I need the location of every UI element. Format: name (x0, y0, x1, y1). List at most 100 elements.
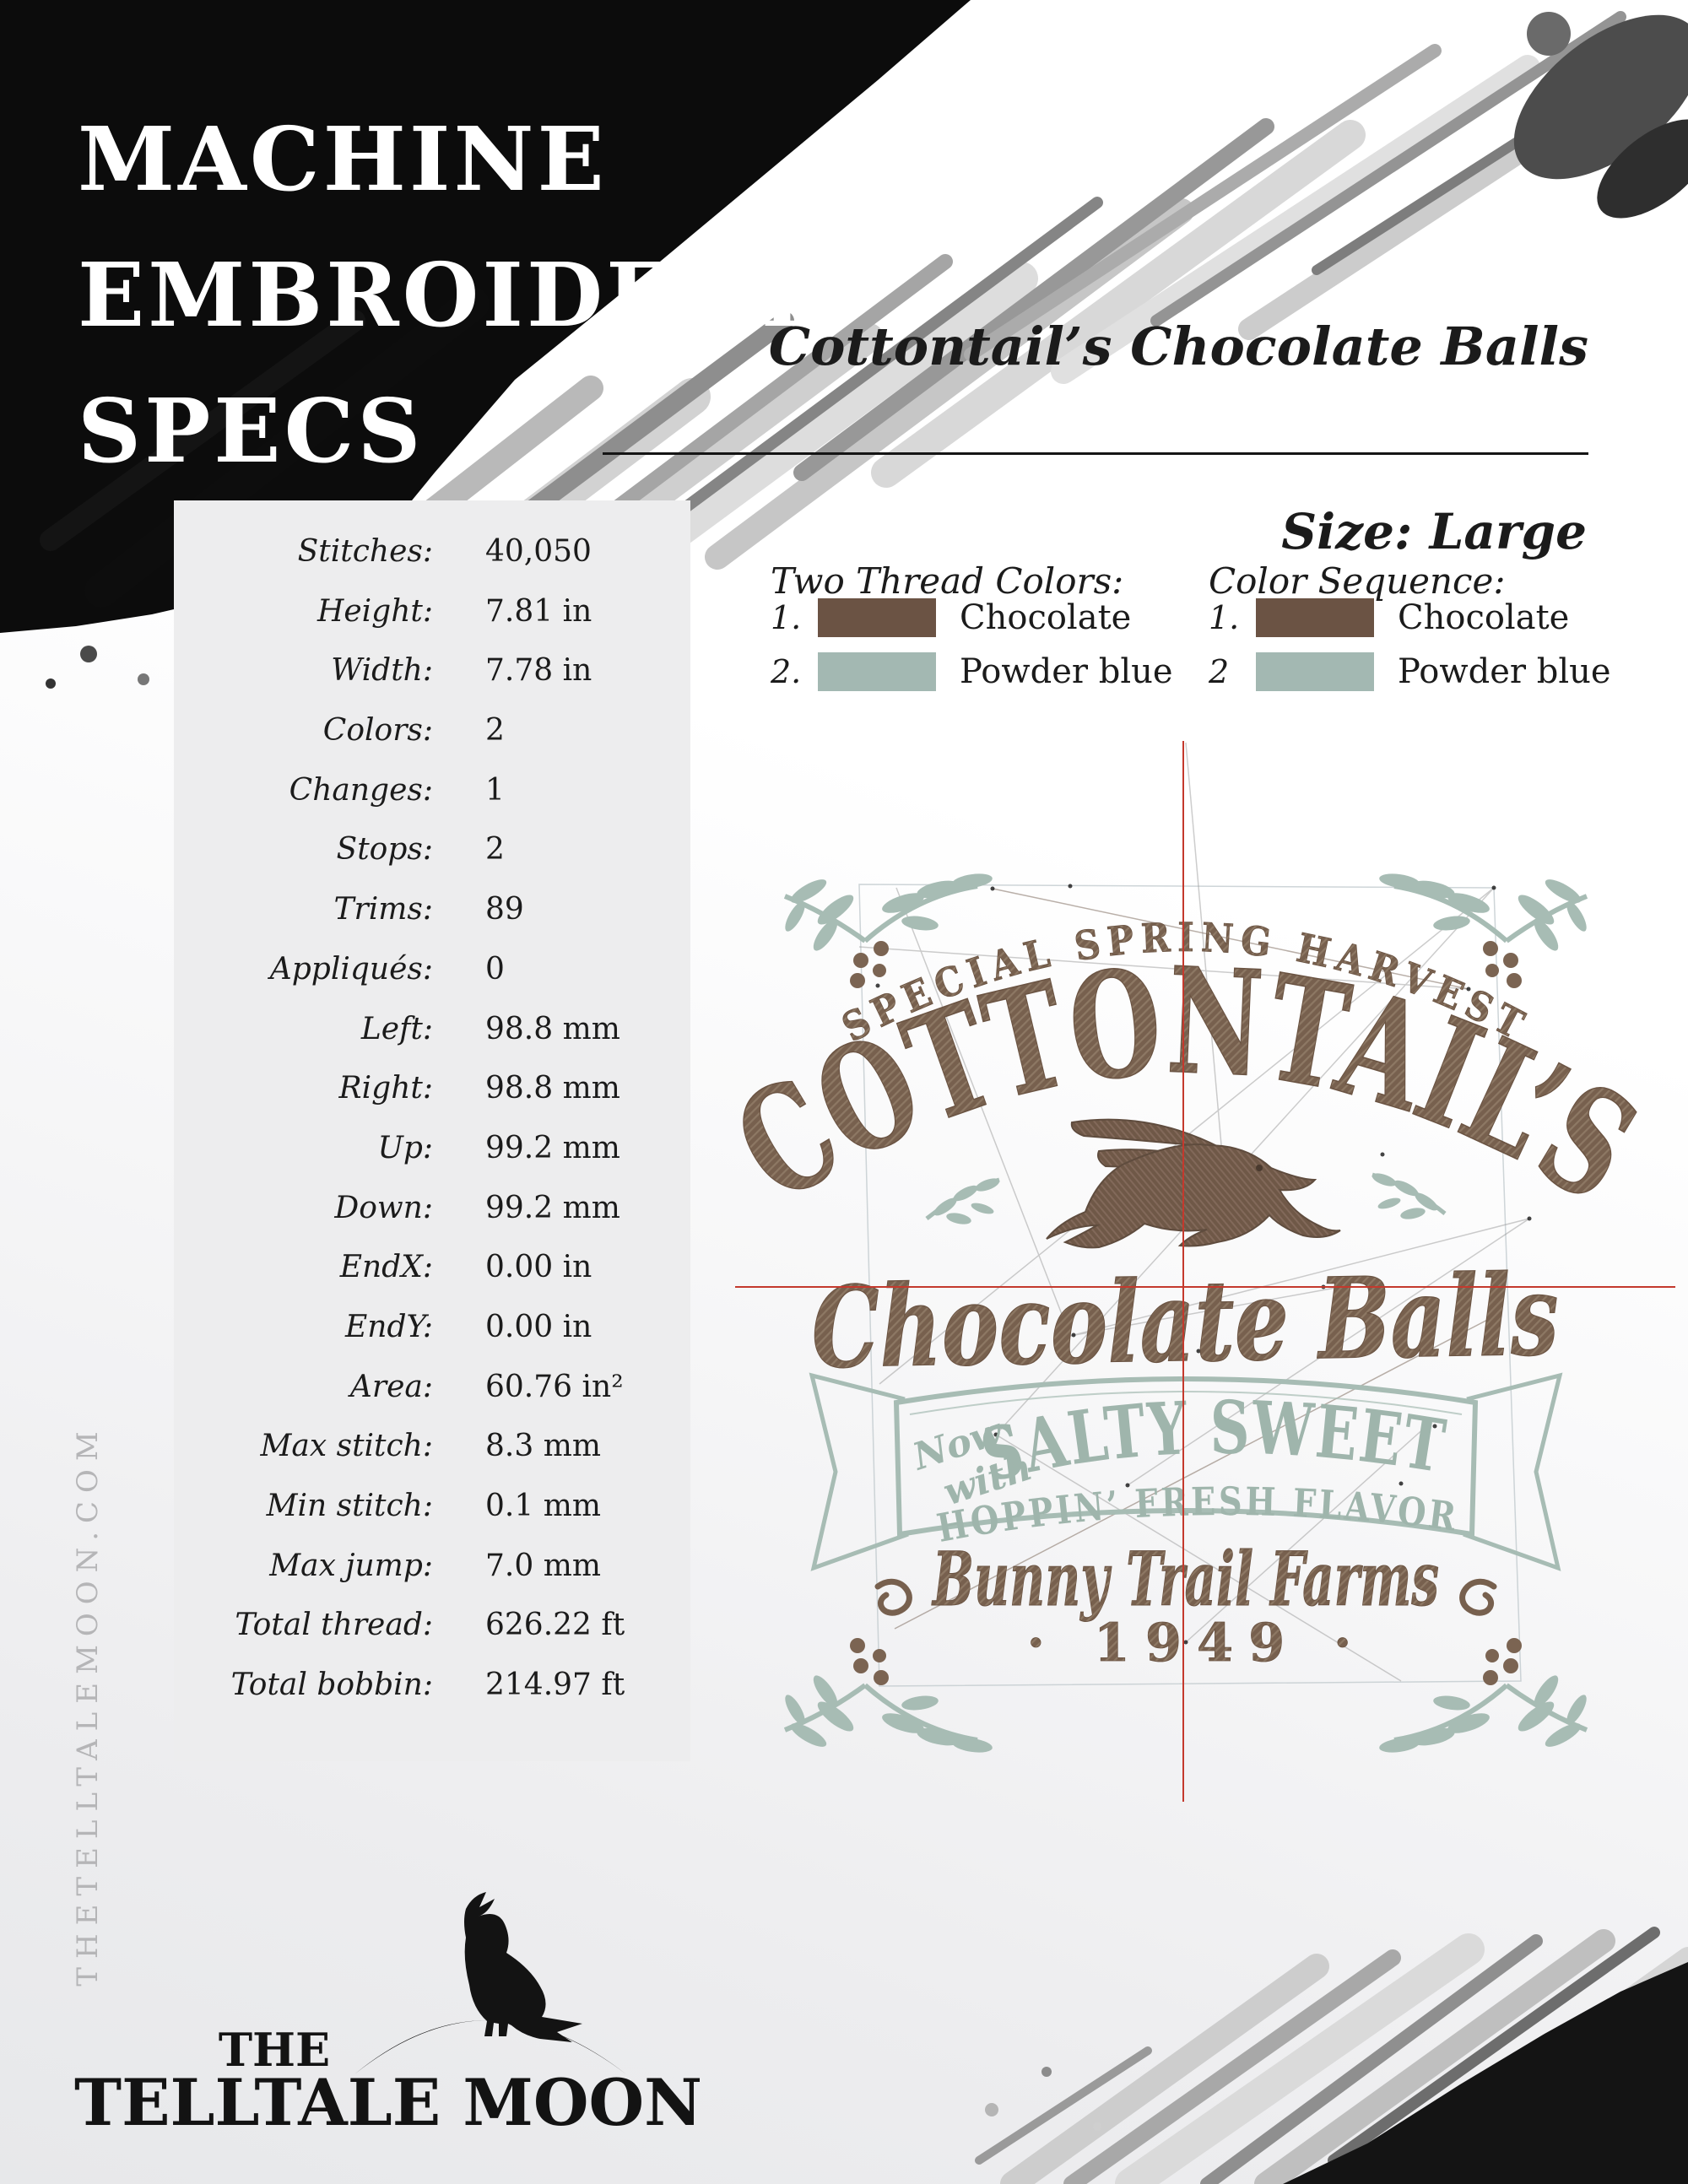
spec-row-total-thread: Total thread: 626.22 ft (174, 1596, 690, 1656)
hoop-crosshair (735, 741, 1675, 1802)
logo-telltale-moon-text: TELLTALE MOON (74, 2065, 702, 2140)
spec-row-max-stitch: Max stitch: 8.3 mm (174, 1417, 690, 1477)
spec-row-height: Height: 7.81 in (174, 582, 690, 642)
footer-specks (985, 2067, 1101, 2131)
banner-tail-right (1463, 1372, 1563, 1571)
brush-stroke-footer-art (975, 1927, 1688, 2184)
spec-label: Left: (360, 1011, 433, 1046)
spec-value: 0.00 in (485, 1250, 592, 1285)
spec-row-total-bobbin: Total bobbin: 214.97 ft (174, 1656, 690, 1716)
spec-label: Changes: (289, 772, 433, 808)
banner-tail-left (809, 1372, 909, 1571)
embroidery-design-preview: SPECIAL SPRING HARVEST COTTONTAIL’S Choc… (717, 741, 1675, 1802)
spec-row-down: Down: 99.2 mm (174, 1179, 690, 1239)
thread-color-number: 2. (771, 653, 802, 690)
page-title: MACHINE EMBROIDERY SPECS (78, 91, 816, 499)
spec-value: 99.2 mm (485, 1190, 620, 1225)
spec-value: 98.8 mm (485, 1011, 620, 1046)
spec-label: Down: (334, 1190, 433, 1225)
thread-color-swatch-chocolate (818, 598, 936, 637)
banner-band (893, 1376, 1479, 1538)
spec-row-width: Width: 7.78 in (174, 641, 690, 701)
spec-value: 7.0 mm (485, 1548, 601, 1583)
spec-value: 0.1 mm (485, 1489, 601, 1523)
spec-label: Stops: (336, 832, 433, 868)
spec-value: 2 (485, 713, 505, 749)
spec-value: 98.8 mm (485, 1071, 620, 1106)
rabbit-icon (1046, 1118, 1341, 1249)
brush-corner-clump (1513, 12, 1688, 219)
design-name: Cottontail’s Chocolate Balls (768, 316, 1588, 377)
spec-value: 214.97 ft (485, 1668, 625, 1703)
spec-label: Total thread: (235, 1608, 433, 1643)
brush-stroke-header-art (0, 0, 1688, 748)
spec-label: Up: (377, 1130, 433, 1165)
sequence-swatch-powder-blue (1256, 652, 1374, 691)
sprig-right-wrap (1371, 1170, 1445, 1221)
spec-row-endx: EndX: 0.00 in (174, 1238, 690, 1298)
spec-row-stops: Stops: 2 (174, 820, 690, 880)
banner-inner-line (909, 1391, 1463, 1415)
specs-panel: Stitches: 40,050 Height: 7.81 in Width: 7.7… (174, 500, 690, 1761)
sequence-number: 2 (1209, 653, 1230, 690)
spec-value: 2 (485, 832, 505, 868)
spec-label: Right: (338, 1071, 433, 1106)
design-farm-line: Bunny Trail Farms (931, 1535, 1439, 1623)
spec-row-min-stitch: Min stitch: 0.1 mm (174, 1477, 690, 1537)
spec-label: Total bobbin: (230, 1668, 433, 1703)
thread-color-swatch-powder-blue (818, 652, 936, 691)
spec-row-trims: Trims: 89 (174, 880, 690, 940)
spec-value: 8.3 mm (485, 1429, 601, 1464)
spec-value: 60.76 in² (485, 1369, 624, 1404)
spec-value: 99.2 mm (485, 1130, 620, 1165)
thread-color-number: 1. (771, 599, 802, 636)
spec-row-stitches: Stitches: 40,050 (174, 522, 690, 582)
sequence-color-name: Chocolate (1398, 598, 1570, 637)
title-divider-line (603, 452, 1588, 455)
laurel-bottom-right-wrap (1378, 1638, 1590, 1754)
spec-value: 0 (485, 951, 505, 987)
rabbit-eye (1256, 1165, 1263, 1171)
color-sequence-heading: Color Sequence: (1209, 560, 1506, 602)
color-sequence-item: 2 Powder blue (1209, 652, 1611, 691)
sequence-number: 1. (1209, 599, 1240, 636)
spec-value: 0.00 in (485, 1309, 592, 1344)
spec-label: Max stitch: (260, 1429, 433, 1464)
spec-value: 1 (485, 772, 505, 808)
thread-color-name: Powder blue (960, 652, 1173, 691)
spec-label: Trims: (333, 892, 433, 927)
laurel-bottom-left-wrap (782, 1638, 993, 1754)
thread-color-item: 2. Powder blue (771, 652, 1173, 691)
thread-colors-heading: Two Thread Colors: (771, 560, 1124, 602)
sprig-left (927, 1176, 1001, 1226)
spec-value: 7.78 in (485, 653, 592, 689)
design-script-line: Chocolate Balls (810, 1250, 1560, 1393)
spec-row-left: Left: 98.8 mm (174, 1000, 690, 1060)
spec-value: 40,050 (485, 534, 592, 569)
spec-value: 89 (485, 892, 524, 927)
color-sequence-item: 1. Chocolate (1209, 598, 1569, 637)
logo-the-text: THE (219, 2023, 330, 2077)
spec-label: Stitches: (297, 534, 433, 569)
spec-row-up: Up: 99.2 mm (174, 1119, 690, 1179)
spec-label: EndX: (339, 1250, 433, 1285)
spec-label: Appliqués: (269, 951, 433, 987)
thread-color-item: 1. Chocolate (771, 598, 1131, 637)
spec-label: EndY: (345, 1309, 433, 1344)
spec-label: Max jump: (269, 1548, 433, 1583)
size-label: Size: Large (1281, 503, 1587, 560)
spec-row-endy: EndY: 0.00 in (174, 1298, 690, 1358)
spec-label: Height: (316, 593, 433, 629)
page-title-line-2: EMBROIDERY (78, 243, 816, 347)
spec-row-right: Right: 98.8 mm (174, 1059, 690, 1119)
spec-row-appliques: Appliqués: 0 (174, 940, 690, 1000)
farm-flourishes (874, 1578, 1497, 1616)
banner-ribbon (809, 1372, 1563, 1571)
spec-value: 626.22 ft (485, 1608, 625, 1643)
spec-label: Min stitch: (266, 1489, 433, 1523)
spec-label: Area: (349, 1369, 433, 1404)
footer-black-mass (1283, 1962, 1688, 2184)
crow-icon (464, 1892, 582, 2042)
page-title-line-1: MACHINE (78, 107, 608, 211)
sequence-swatch-chocolate (1256, 598, 1374, 637)
